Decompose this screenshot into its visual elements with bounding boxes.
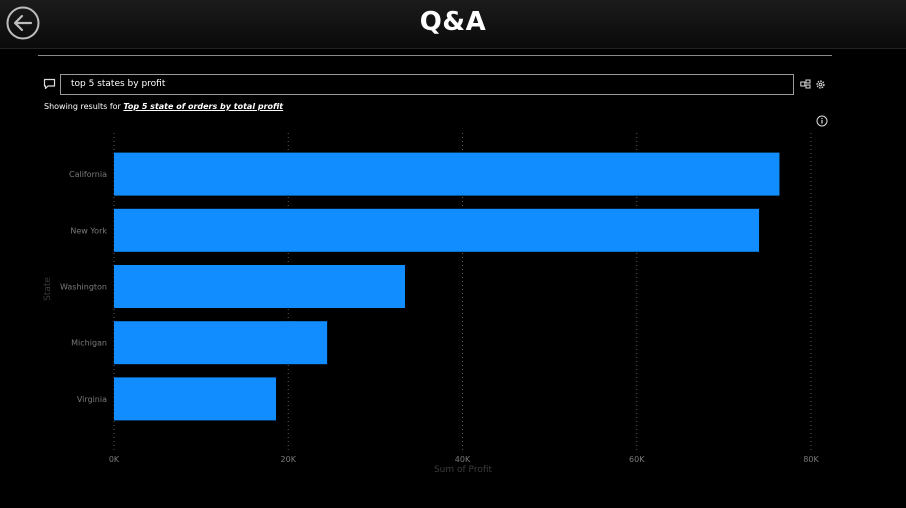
info-icon[interactable]: [816, 115, 828, 127]
x-tick-label: 0K: [109, 455, 120, 464]
header-bar: Q&A: [0, 0, 906, 49]
bar-virginia: [114, 377, 277, 421]
restated-question-link[interactable]: Top 5 state of orders by total profit: [123, 102, 284, 111]
y-category-label: Virginia: [77, 395, 107, 404]
bar-california: [114, 152, 780, 196]
settings-icon[interactable]: [815, 79, 826, 90]
x-tick-label: 60K: [629, 455, 645, 464]
showing-results-text: Showing results for Top 5 state of order…: [44, 102, 283, 111]
qa-question-text: top 5 states by profit: [71, 79, 166, 89]
page-title: Q&A: [419, 7, 487, 37]
y-category-label: Michigan: [71, 339, 107, 348]
bar-new-york: [114, 208, 760, 252]
y-category-label: New York: [70, 226, 107, 235]
header-divider: [38, 55, 832, 56]
y-category-label: Washington: [60, 283, 107, 292]
bar-washington: [114, 265, 406, 308]
x-tick-label: 20K: [281, 455, 297, 464]
chat-icon: [43, 78, 56, 90]
bar-michigan: [114, 321, 328, 365]
x-axis-title: Sum of Profit: [433, 465, 493, 475]
qa-question-input[interactable]: top 5 states by profit: [60, 74, 794, 95]
related-visuals-icon[interactable]: [800, 79, 811, 90]
y-category-label: California: [69, 170, 107, 179]
x-tick-label: 80K: [803, 455, 819, 464]
x-tick-label: 40K: [455, 455, 471, 464]
showing-prefix: Showing results for: [44, 102, 124, 111]
back-arrow-icon[interactable]: [6, 6, 40, 40]
y-axis-title: State: [43, 277, 53, 301]
